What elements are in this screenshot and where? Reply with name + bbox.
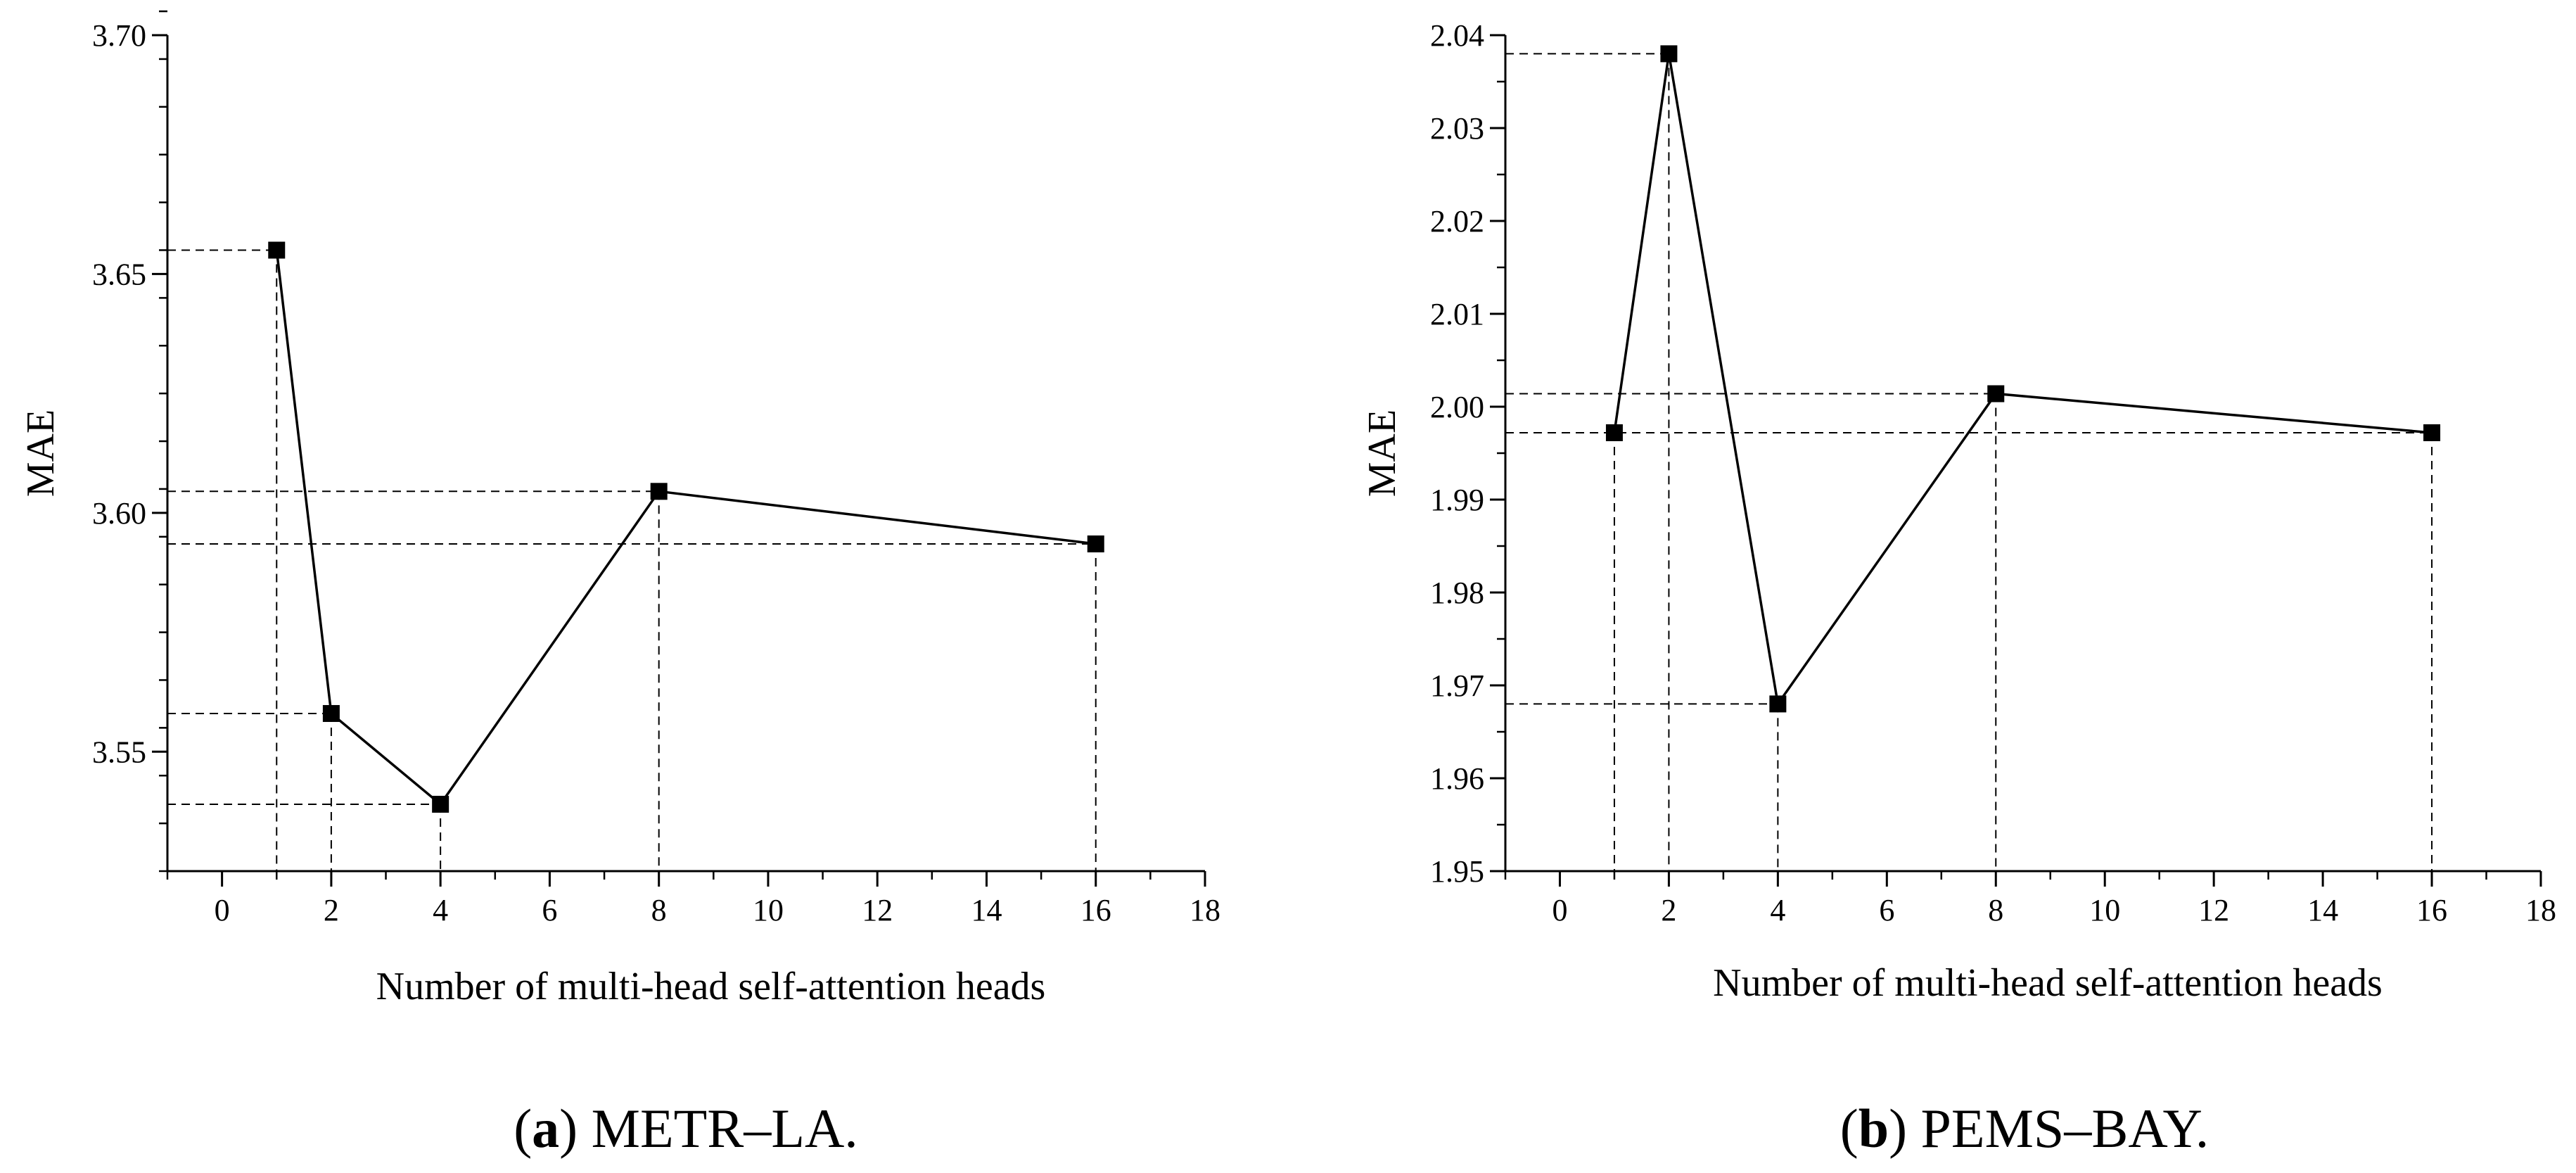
chart-a-x-tick-label: 14 xyxy=(971,893,1002,927)
chart-a-y-tick-label: 3.65 xyxy=(92,257,146,291)
chart-b-y-tick-label: 1.96 xyxy=(1430,761,1484,796)
chart-b-y-tick-label: 1.99 xyxy=(1430,483,1484,517)
chart-b-x-tick-label: 4 xyxy=(1770,893,1785,927)
chart-a-x-tick-label: 0 xyxy=(215,893,230,927)
chart-a-series-line xyxy=(275,250,1096,806)
chart-a-x-axis-title: Number of multi-head self-attention head… xyxy=(376,965,1046,1008)
chart-b-x-tick-label: 8 xyxy=(1988,893,2003,927)
chart-b-x-tick-label: 18 xyxy=(2525,893,2556,927)
chart-a-y-tick-label: 3.55 xyxy=(92,735,146,769)
chart-a-caption-text: ) METR–LA. xyxy=(559,1098,858,1159)
chart-a-y-tick-label: 3.60 xyxy=(92,496,146,531)
chart-b-y-tick-label: 2.00 xyxy=(1430,390,1484,424)
chart-b-x-tick-label: 16 xyxy=(2416,893,2447,927)
chart-b-caption-paren-open: ( xyxy=(1840,1098,1858,1159)
chart-a-x-tick-label: 2 xyxy=(324,893,339,927)
chart-b-x-tick-label: 14 xyxy=(2307,893,2338,927)
chart-a-data-point xyxy=(268,241,286,259)
chart-a-x-tick-label: 10 xyxy=(753,893,784,927)
chart-a-caption-letter: a xyxy=(532,1098,559,1159)
chart-a-y-axis-title: MAE xyxy=(19,410,63,497)
chart-a-x-tick-label: 16 xyxy=(1080,893,1111,927)
chart-b-y-tick-label: 1.95 xyxy=(1430,854,1484,889)
chart-b-series-line xyxy=(1613,53,2432,707)
chart-b-caption-text: ) PEMS–BAY. xyxy=(1889,1098,2209,1159)
chart-a-caption: (a) METR–LA. xyxy=(514,1098,858,1159)
chart-b-x-tick-label: 6 xyxy=(1879,893,1894,927)
chart-a-y-tick-label: 3.70 xyxy=(92,18,146,53)
chart-a-x-tick-label: 18 xyxy=(1190,893,1220,927)
chart-b-x-axis-title: Number of multi-head self-attention head… xyxy=(1713,961,2383,1005)
chart-b-y-tick-label: 2.01 xyxy=(1430,297,1484,331)
chart-panel-b: 1.95 1.96 1.97 1.98 1.99 2.00 2.01 2.02 2.03 2.04… xyxy=(1360,18,2556,1159)
chart-b-x-tick-label: 0 xyxy=(1552,893,1567,927)
chart-panel-a: 3.55 3.60 3.65 3.70 0 2 4 6 8 10 12 14 16 18 MAE Number… xyxy=(19,10,1220,1159)
chart-a-x-tick-label: 4 xyxy=(433,893,448,927)
chart-b-data-point xyxy=(1660,45,1678,63)
chart-b-y-tick-label: 2.04 xyxy=(1430,18,1484,53)
chart-b-y-axis-title: MAE xyxy=(1360,410,1404,497)
chart-a-x-tick-label: 12 xyxy=(862,893,893,927)
chart-b-y-tick-label: 1.98 xyxy=(1430,576,1484,610)
chart-b-data-point xyxy=(1987,385,2005,402)
chart-b-y-tick-label: 2.03 xyxy=(1430,111,1484,146)
chart-b-caption-letter: b xyxy=(1858,1098,1889,1159)
chart-b-caption: (b) PEMS–BAY. xyxy=(1840,1098,2210,1159)
chart-a-x-tick-label: 8 xyxy=(651,893,667,927)
chart-b-data-point xyxy=(1769,695,1787,713)
chart-a-data-point xyxy=(322,704,340,722)
chart-a-data-point xyxy=(650,483,668,500)
chart-b-y-tick-label: 2.02 xyxy=(1430,204,1484,239)
chart-a-data-point xyxy=(432,795,449,813)
chart-b-data-point xyxy=(2423,424,2441,441)
chart-b-x-tick-label: 12 xyxy=(2198,893,2229,927)
chart-a-x-tick-label: 6 xyxy=(542,893,557,927)
chart-a-data-point xyxy=(1087,535,1104,552)
chart-b-y-tick-label: 1.97 xyxy=(1430,668,1484,703)
chart-b-data-point xyxy=(1605,424,1623,441)
chart-b-x-tick-label: 10 xyxy=(2089,893,2120,927)
chart-a-caption-paren-open: ( xyxy=(514,1098,532,1159)
chart-b-x-tick-label: 2 xyxy=(1661,893,1676,927)
